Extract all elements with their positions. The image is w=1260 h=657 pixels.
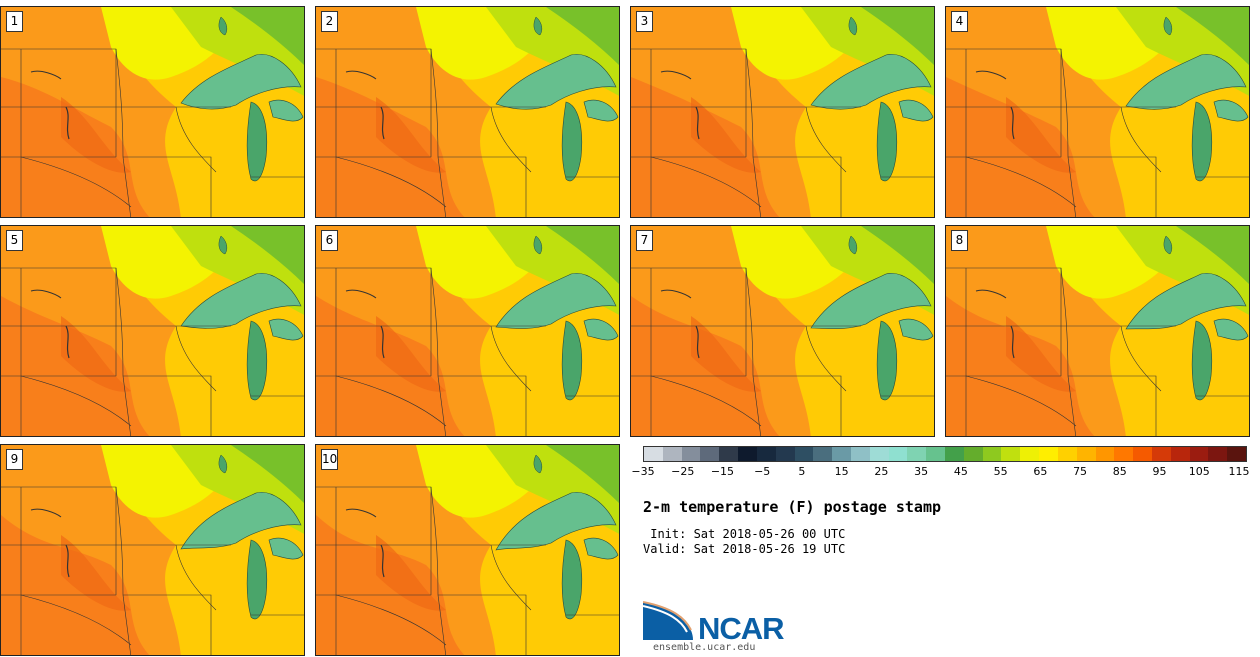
colorbar-segment xyxy=(945,447,964,461)
colorbar-segment xyxy=(1208,447,1228,461)
colorbar-segment xyxy=(794,447,814,461)
colorbar-tick-label: 65 xyxy=(1033,465,1048,478)
colorbar-segment xyxy=(1170,447,1190,461)
member-number: 2 xyxy=(321,11,338,32)
colorbar-segment xyxy=(982,447,1002,461)
temperature-map xyxy=(1,226,304,436)
member-number: 10 xyxy=(321,449,338,470)
colorbar-tick-label: −5 xyxy=(754,465,771,478)
member-number: 6 xyxy=(321,230,338,251)
colorbar-segment xyxy=(850,447,870,461)
temperature-colorbar xyxy=(643,446,1247,462)
colorbar-segment xyxy=(869,447,889,461)
member-number: 7 xyxy=(636,230,653,251)
colorbar-tick-label: 5 xyxy=(798,465,806,478)
ensemble-member-panel: 1 xyxy=(0,6,305,218)
colorbar-segment xyxy=(1039,447,1058,461)
colorbar-tick-label: 95 xyxy=(1152,465,1167,478)
member-number: 8 xyxy=(951,230,968,251)
colorbar-segment xyxy=(644,447,663,461)
ensemble-member-panel: 6 xyxy=(315,225,620,437)
colorbar-tick-label: 115 xyxy=(1228,465,1250,478)
temperature-map xyxy=(316,7,619,217)
colorbar-segment xyxy=(813,447,833,461)
colorbar-segment xyxy=(662,447,682,461)
colorbar-segment xyxy=(1133,447,1152,461)
ncar-url: ensemble.ucar.edu xyxy=(653,642,756,653)
ensemble-member-panel: 4 xyxy=(945,6,1250,218)
colorbar-tick-label: 85 xyxy=(1112,465,1127,478)
colorbar-segment xyxy=(719,447,739,461)
temperature-map xyxy=(631,226,934,436)
colorbar-tick-label: 15 xyxy=(834,465,849,478)
ncar-logo-text: NCAR xyxy=(698,611,785,646)
member-number: 3 xyxy=(636,11,653,32)
colorbar-segment xyxy=(681,447,701,461)
colorbar-segment xyxy=(907,447,927,461)
temperature-map xyxy=(946,226,1249,436)
colorbar-segment xyxy=(926,447,945,461)
ensemble-member-panel: 3 xyxy=(630,6,935,218)
valid-time: Valid: Sat 2018-05-26 19 UTC xyxy=(643,542,846,556)
colorbar-tick-label: −25 xyxy=(671,465,695,478)
colorbar-segment xyxy=(1057,447,1077,461)
colorbar-segment xyxy=(1076,447,1096,461)
member-number: 9 xyxy=(6,449,23,470)
colorbar-segment xyxy=(700,447,720,461)
init-time: Init: Sat 2018-05-26 00 UTC xyxy=(643,527,846,541)
ensemble-member-panel: 7 xyxy=(630,225,935,437)
colorbar-tick-label: 35 xyxy=(914,465,929,478)
colorbar-segment xyxy=(888,447,908,461)
temperature-map xyxy=(316,445,619,655)
temperature-map xyxy=(1,445,304,655)
ensemble-member-panel: 8 xyxy=(945,225,1250,437)
colorbar-segment xyxy=(832,447,851,461)
member-number: 5 xyxy=(6,230,23,251)
temperature-map xyxy=(946,7,1249,217)
plot-title: 2-m temperature (F) postage stamp xyxy=(643,498,942,516)
colorbar-segment xyxy=(1095,447,1115,461)
colorbar-tick-label: 25 xyxy=(874,465,889,478)
temperature-map xyxy=(631,7,934,217)
colorbar-tick-label: −35 xyxy=(631,465,655,478)
member-number: 4 xyxy=(951,11,968,32)
colorbar-segment xyxy=(963,447,983,461)
colorbar-tick-label: 55 xyxy=(993,465,1008,478)
ensemble-member-panel: 9 xyxy=(0,444,305,656)
temperature-map xyxy=(316,226,619,436)
colorbar-segment xyxy=(1114,447,1134,461)
colorbar-segment xyxy=(1151,447,1171,461)
colorbar-segment xyxy=(1020,447,1040,461)
ensemble-member-panel: 5 xyxy=(0,225,305,437)
colorbar-segment xyxy=(775,447,795,461)
colorbar-segment xyxy=(756,447,776,461)
member-number: 1 xyxy=(6,11,23,32)
colorbar-segment xyxy=(1227,447,1246,461)
colorbar-segment xyxy=(738,447,757,461)
ensemble-member-panel: 10 xyxy=(315,444,620,656)
ensemble-member-panel: 2 xyxy=(315,6,620,218)
colorbar-segment xyxy=(1001,447,1021,461)
colorbar-tick-label: 45 xyxy=(953,465,968,478)
colorbar-tick-label: 105 xyxy=(1188,465,1210,478)
colorbar-tick-label: 75 xyxy=(1073,465,1088,478)
colorbar-segment xyxy=(1189,447,1209,461)
colorbar-ticks: −35 −25 −15 −5 5 15 25 35 45 55 65 75 85 95 105 115 xyxy=(631,465,1250,479)
temperature-map xyxy=(1,7,304,217)
colorbar-tick-label: −15 xyxy=(710,465,735,478)
ncar-logo-icon xyxy=(643,601,693,640)
